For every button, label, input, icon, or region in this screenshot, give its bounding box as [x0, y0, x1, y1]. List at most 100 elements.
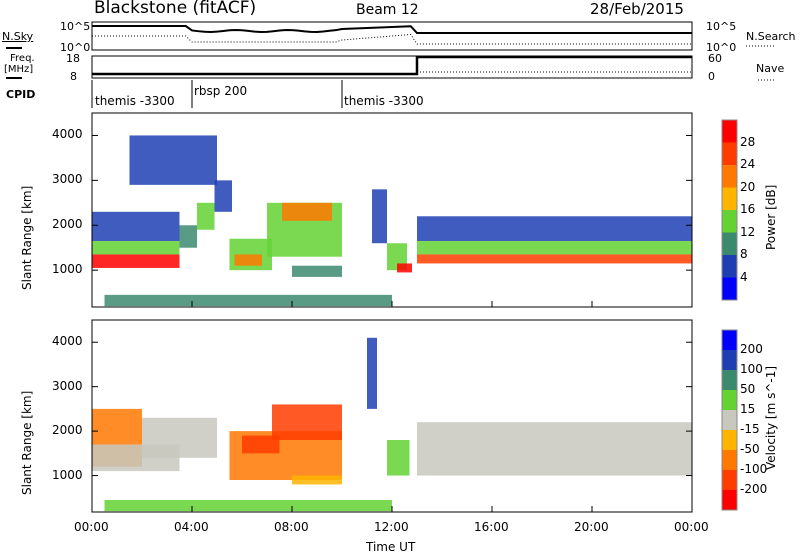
colorbar-tick-label: 200 [740, 342, 763, 356]
colorbar-cell [722, 120, 737, 143]
colorbar-tick-label: 28 [740, 134, 756, 149]
colorbar-tick-label: 4 [740, 269, 748, 284]
colorbar-tick-label: -15 [740, 422, 760, 436]
freq-panel-frame [91, 55, 693, 79]
colorbar-cell [722, 232, 737, 255]
echo-region [417, 240, 692, 255]
nave-tick: 60 [708, 52, 722, 65]
echo-region [282, 202, 332, 221]
echo-region [367, 337, 377, 409]
x-tick-label: 20:00 [574, 520, 609, 534]
echo-region [292, 475, 342, 485]
cpid-segment: themis -3300 [95, 94, 175, 108]
colorbar-cell [722, 142, 737, 165]
y-axis-label: Slant Range [km] [20, 390, 34, 495]
colorbar-cell [722, 490, 737, 510]
y-tick-label: 4000 [52, 334, 83, 349]
colorbar-cell [722, 410, 737, 430]
colorbar-tick-label: 100 [740, 362, 763, 376]
freq-unit: [MHz] [4, 64, 34, 75]
colorbar-cell [722, 390, 737, 410]
nsearch-label: N.Search [746, 30, 796, 43]
echo-region [179, 225, 197, 248]
colorbar-cell [722, 277, 737, 300]
colorbar-tick-label: -200 [740, 482, 768, 496]
echo-region [417, 216, 692, 241]
nsky-label: N.Sky [2, 30, 34, 43]
x-tick-label: 12:00 [374, 520, 409, 534]
x-tick-label: 04:00 [174, 520, 209, 534]
date-label: 28/Feb/2015 [590, 0, 684, 18]
colorbar-cell [722, 187, 737, 210]
cpid-segment: themis -3300 [344, 94, 424, 108]
echo-region [92, 240, 180, 255]
colorbar-label: Power [dB] [764, 184, 778, 250]
colorbar-cell [722, 350, 737, 370]
echo-region [104, 500, 392, 512]
colorbar-cell [722, 370, 737, 390]
colorbar-tick-label: -50 [740, 442, 760, 456]
nsky-line [92, 25, 692, 34]
y-tick-label: 1000 [52, 262, 83, 277]
colorbar-tick-label: 12 [740, 224, 756, 239]
echo-region [234, 254, 262, 266]
echo-region [272, 404, 342, 440]
x-axis-label: Time UT [366, 540, 416, 554]
nsearch-line [92, 33, 692, 45]
echo-region [292, 265, 342, 277]
echo-region [397, 263, 412, 273]
noise-tick: 10^5 [60, 20, 91, 33]
colorbar-cell [722, 255, 737, 278]
colorbar-cell [722, 450, 737, 470]
echo-region [242, 435, 280, 454]
colorbar-cell [722, 430, 737, 450]
colorbar-tick-label: 20 [740, 179, 756, 194]
nave-label: Nave [756, 62, 785, 75]
freq-tick: 18 [66, 52, 80, 65]
echo-region [104, 294, 392, 307]
echo-region [92, 254, 180, 268]
colorbar-tick-label: -100 [740, 462, 768, 476]
noise-tick: 10^0 [60, 41, 91, 54]
y-tick-label: 3000 [52, 172, 83, 187]
freq-tick: 8 [70, 70, 77, 83]
x-tick-label: 00:00 [674, 520, 709, 534]
echo-region [142, 417, 217, 458]
echo-region [417, 422, 692, 476]
echo-region [129, 135, 217, 185]
y-tick-label: 2000 [52, 217, 83, 232]
cpid-segment: rbsp 200 [194, 84, 248, 98]
noise-tick: 10^5 [706, 20, 737, 33]
colorbar-cell [722, 210, 737, 233]
x-tick-label: 16:00 [474, 520, 509, 534]
echo-region [372, 189, 387, 244]
beam-label: Beam 12 [356, 2, 419, 18]
colorbar-tick-label: 50 [740, 382, 756, 396]
colorbar-tick-label: 16 [740, 202, 756, 216]
colorbar-tick-label: 24 [740, 157, 756, 171]
colorbar-frame [721, 329, 738, 511]
x-tick-label: 00:00 [74, 520, 109, 534]
colorbar-cell [722, 165, 737, 188]
nave-tick: 0 [708, 70, 715, 83]
colorbar-tick-label: 15 [740, 402, 756, 416]
panel-frame [91, 319, 693, 513]
colorbar-cell [722, 470, 737, 490]
colorbar-label: Velocity [m s^-1] [764, 365, 778, 470]
noise-tick: 10^0 [706, 41, 737, 54]
echo-region [387, 440, 410, 476]
echo-region [214, 180, 232, 212]
x-tick-label: 08:00 [274, 520, 309, 534]
y-tick-label: 4000 [52, 127, 83, 142]
colorbar-frame [721, 119, 738, 301]
echo-region [197, 202, 215, 230]
colorbar-tick-label: 8 [740, 247, 748, 261]
y-tick-label: 3000 [52, 378, 83, 393]
y-tick-label: 1000 [52, 467, 83, 482]
echo-region [92, 211, 180, 241]
freq-label: Freq. [10, 53, 35, 64]
freq-line [92, 55, 692, 76]
y-tick-label: 2000 [52, 423, 83, 438]
